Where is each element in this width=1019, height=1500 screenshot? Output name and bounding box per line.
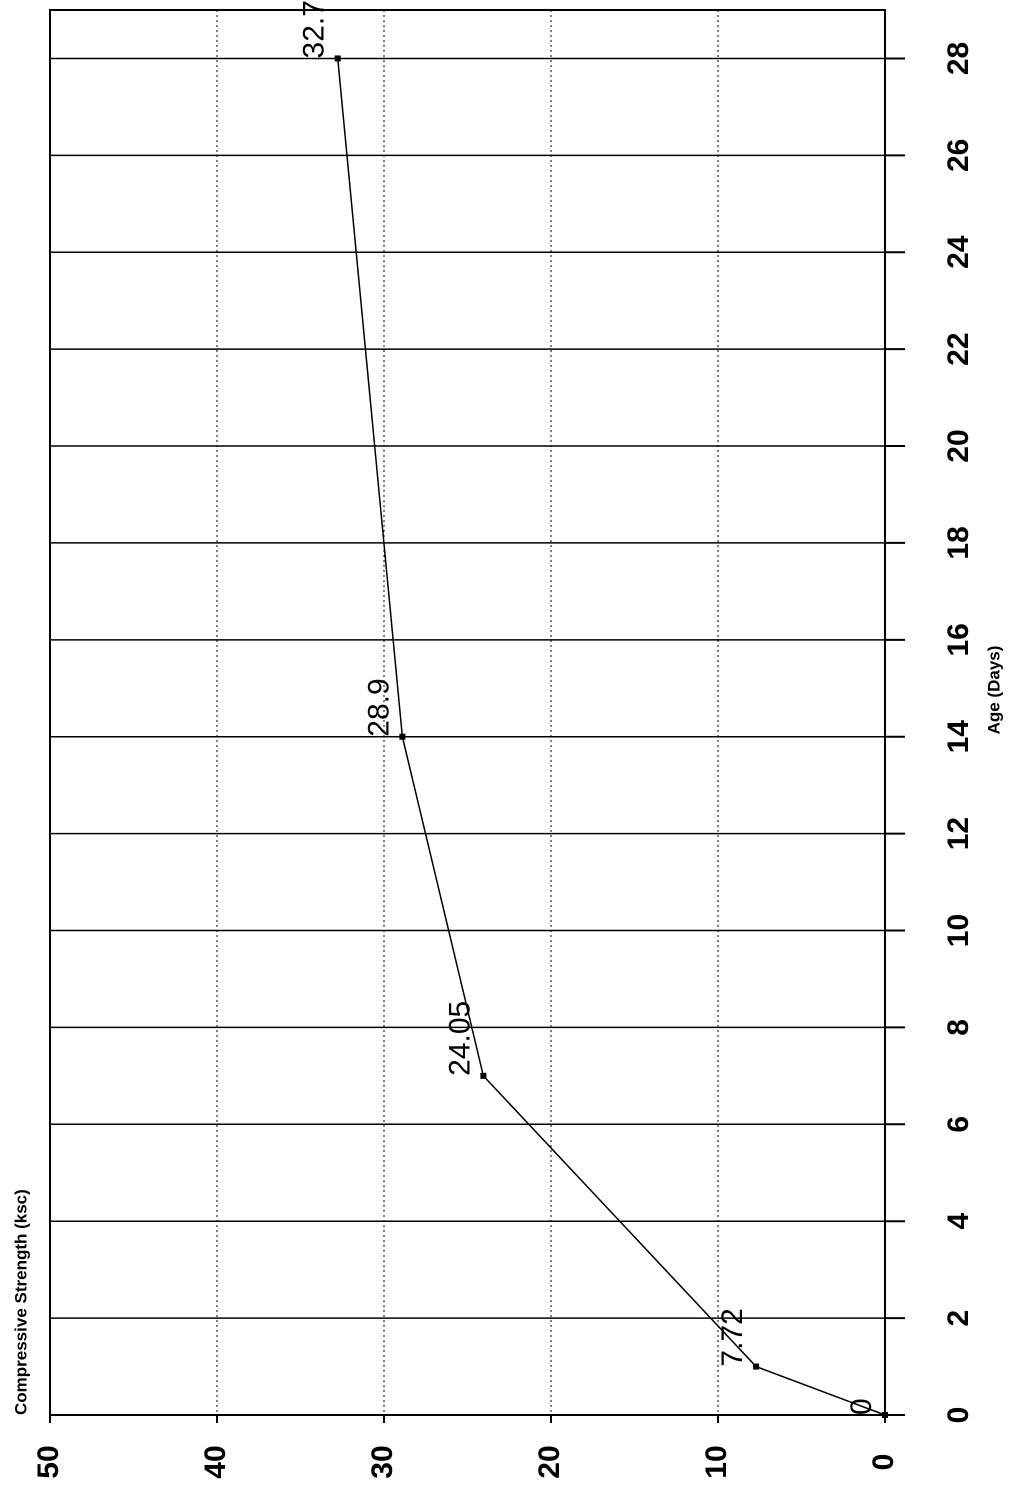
x-tick-label: 28 xyxy=(942,42,975,75)
y-tick-label: 0 xyxy=(867,1454,900,1471)
x-tick-label: 26 xyxy=(942,139,975,172)
x-tick-label: 2 xyxy=(942,1310,975,1327)
y-tick-label: 20 xyxy=(533,1445,566,1478)
x-tick-label: 14 xyxy=(942,720,975,754)
x-tick-label: 24 xyxy=(942,235,975,269)
x-tick-label: 22 xyxy=(942,332,975,365)
x-tick-label: 16 xyxy=(942,623,975,656)
x-axis-title: Age (Days) xyxy=(984,646,1003,735)
data-point xyxy=(335,55,341,61)
x-tick-label: 12 xyxy=(942,817,975,850)
x-tick-label: 8 xyxy=(942,1019,975,1036)
y-tick-label: 30 xyxy=(366,1445,399,1478)
data-label: 28.9 xyxy=(362,678,395,736)
y-axis-title: Compressive Strength (ksc) xyxy=(11,1189,30,1415)
data-point xyxy=(399,734,405,740)
data-point xyxy=(480,1073,486,1079)
data-label: 32.77 xyxy=(298,0,331,58)
x-tick-label: 10 xyxy=(942,914,975,947)
chart: 010203040500246810121416182022242628Comp… xyxy=(0,0,1019,1500)
y-tick-label: 10 xyxy=(700,1445,733,1478)
plot-frame xyxy=(50,10,885,1415)
y-tick-label: 50 xyxy=(32,1445,65,1478)
x-tick-label: 4 xyxy=(942,1213,975,1230)
data-label: 7.72 xyxy=(716,1308,749,1366)
x-tick-label: 20 xyxy=(942,429,975,462)
data-label: 0 xyxy=(845,1398,878,1415)
x-tick-label: 18 xyxy=(942,526,975,559)
data-label: 24.05 xyxy=(443,1001,476,1076)
x-tick-label: 6 xyxy=(942,1116,975,1133)
y-tick-label: 40 xyxy=(199,1445,232,1478)
data-point xyxy=(882,1412,888,1418)
data-point xyxy=(753,1364,759,1370)
x-tick-label: 0 xyxy=(942,1407,975,1424)
